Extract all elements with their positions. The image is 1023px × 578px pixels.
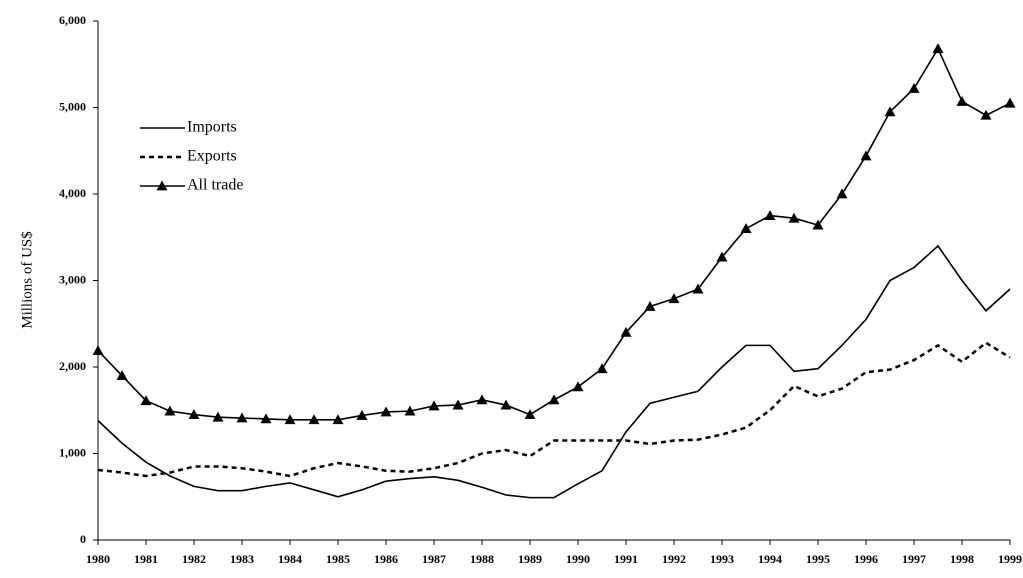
x-tick-label: 1996 <box>854 552 878 566</box>
marker <box>332 414 344 425</box>
x-tick-label: 1992 <box>662 552 686 566</box>
marker <box>404 405 416 416</box>
marker <box>524 409 536 419</box>
marker <box>860 150 872 161</box>
legend-label: Exports <box>187 148 237 165</box>
legend-label: Imports <box>187 119 237 136</box>
marker <box>500 399 512 410</box>
x-tick-label: 1989 <box>518 552 542 566</box>
x-tick-label: 1990 <box>566 552 590 566</box>
x-tick-label: 1999 <box>998 552 1022 566</box>
x-tick-label: 1985 <box>326 552 350 566</box>
marker <box>1004 97 1016 108</box>
y-tick-label: 4,000 <box>59 186 86 200</box>
y-axis-label: Millions of US$ <box>19 231 35 329</box>
marker <box>476 394 488 405</box>
marker <box>716 251 728 262</box>
marker <box>596 363 608 374</box>
marker <box>452 399 464 410</box>
marker <box>644 300 656 311</box>
marker <box>572 381 584 392</box>
y-tick-label: 0 <box>80 532 86 546</box>
marker <box>260 413 272 424</box>
x-tick-label: 1980 <box>86 552 110 566</box>
marker <box>188 409 200 419</box>
legend-marker <box>156 180 168 191</box>
line-series <box>97 46 1011 421</box>
y-tick-label: 5,000 <box>59 99 86 113</box>
x-tick-label: 1986 <box>374 552 398 566</box>
marker <box>836 188 848 199</box>
y-tick-label: 6,000 <box>59 13 86 27</box>
marker <box>788 212 800 223</box>
x-tick-label: 1994 <box>758 552 782 566</box>
marker <box>164 405 176 416</box>
marker <box>980 109 992 120</box>
y-tick-label: 3,000 <box>59 272 86 286</box>
x-tick-label: 1998 <box>950 552 974 566</box>
x-tick-label: 1982 <box>182 552 206 566</box>
x-tick-label: 1984 <box>278 552 302 566</box>
line-series <box>97 341 1011 478</box>
marker <box>692 283 704 294</box>
marker <box>116 370 128 381</box>
marker <box>140 395 152 406</box>
x-tick-label: 1991 <box>614 552 638 566</box>
marker <box>236 412 248 423</box>
marker <box>956 95 968 106</box>
marker <box>380 406 392 417</box>
marker <box>908 82 920 93</box>
x-tick-label: 1981 <box>134 552 158 566</box>
marker <box>92 345 104 355</box>
marker <box>284 414 296 425</box>
x-tick-label: 1997 <box>902 552 926 566</box>
marker <box>548 394 560 405</box>
marker <box>212 411 224 422</box>
x-tick-label: 1987 <box>422 552 446 566</box>
y-tick-label: 1,000 <box>59 445 86 459</box>
marker <box>668 293 680 304</box>
marker <box>428 400 440 411</box>
marker <box>884 106 896 117</box>
y-tick-label: 2,000 <box>59 359 86 373</box>
x-tick-label: 1995 <box>806 552 830 566</box>
x-tick-label: 1988 <box>470 552 494 566</box>
marker <box>812 219 824 230</box>
x-tick-label: 1983 <box>230 552 254 566</box>
marker <box>308 414 320 425</box>
marker <box>620 326 632 337</box>
line-series <box>97 244 1011 499</box>
marker <box>356 409 368 420</box>
marker <box>740 223 752 233</box>
marker <box>932 43 944 54</box>
legend-label: All trade <box>187 177 243 194</box>
marker <box>764 210 776 221</box>
x-tick-label: 1993 <box>710 552 734 566</box>
